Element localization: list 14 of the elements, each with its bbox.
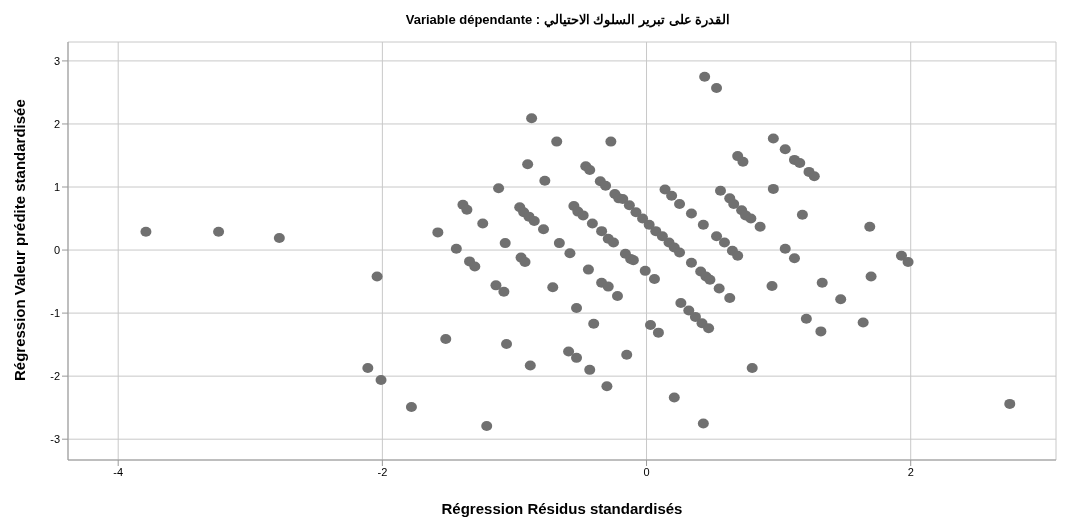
chart-title: Variable dépendante : القدرة على تبرير السلوك الاحتيالي [404,11,732,30]
y-tick-label: -2 [50,370,60,383]
x-tick-label: 2 [907,465,914,478]
y-tick-label: 2 [53,117,60,130]
y-tick-label: -1 [50,307,60,320]
x-tick-label: -2 [377,465,388,478]
y-axis-title: Régression Valeur prédite standardisée [11,99,29,381]
x-axis-title: Régression Résidus standardisés [441,500,683,517]
x-tick-label: 0 [643,465,650,478]
y-tick-label: 3 [53,54,60,67]
x-tick-label: -4 [113,465,124,478]
y-tick-label: -3 [50,433,60,446]
y-tick-label: 1 [53,180,60,193]
y-tick-label: 0 [53,243,60,256]
